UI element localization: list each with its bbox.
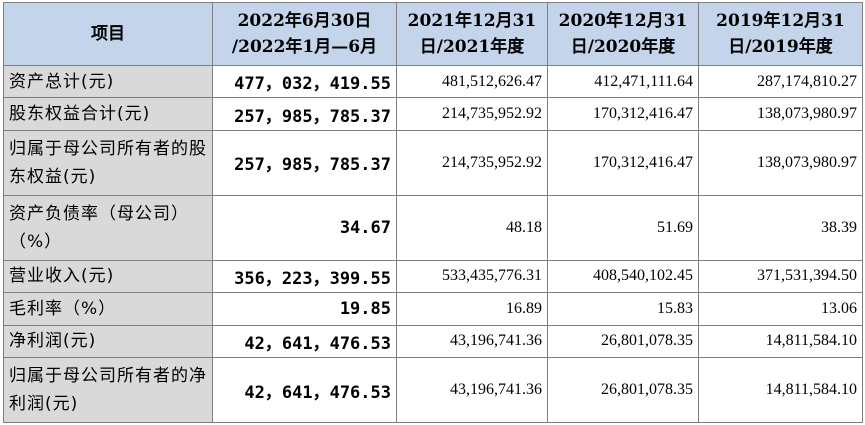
value-2020: 26,801,078.35 (547, 324, 699, 359)
header-2019-line1: 2019年12月31 (716, 11, 845, 31)
value-2022h1: 42，641，476.53 (212, 357, 397, 423)
row-label: 资产负债率（母公司）（%） (3, 194, 213, 261)
value-2020: 412,471,111.64 (547, 64, 699, 99)
value-2019: 13.06 (698, 292, 863, 326)
table-row: 归属于母公司所有者的净利润(元) 42，641，476.53 43,196,74… (3, 357, 863, 423)
value-2021: 214,735,952.92 (396, 129, 548, 196)
value-2021: 214,735,952.92 (396, 97, 548, 131)
value-2020: 170,312,416.47 (547, 97, 699, 131)
header-2022h1: 2022年6月30日 /2022年1月—6月 (212, 2, 397, 66)
value-2021: 16.89 (396, 292, 548, 326)
value-2021: 533,435,776.31 (396, 259, 548, 294)
value-2019: 287,174,810.27 (698, 64, 863, 99)
value-2020: 26,801,078.35 (547, 357, 699, 423)
header-2019-line2: 日/2019年度 (728, 37, 833, 57)
table-row: 毛利率（%） 19.85 16.89 15.83 13.06 (3, 292, 863, 326)
header-2021: 2021年12月31 日/2021年度 (396, 2, 548, 66)
row-label: 股东权益合计(元) (3, 97, 213, 131)
header-2021-line2: 日/2021年度 (419, 37, 525, 57)
value-2022h1: 477，032，419.55 (212, 64, 397, 99)
value-2022h1: 257，985，785.37 (212, 129, 397, 196)
table-row: 净利润(元) 42，641，476.53 43,196,741.36 26,80… (3, 324, 863, 359)
value-2022h1: 34.67 (212, 194, 397, 261)
header-2020: 2020年12月31 日/2020年度 (547, 2, 699, 66)
value-2022h1: 356，223，399.55 (212, 259, 397, 294)
value-2019: 14,811,584.10 (698, 357, 863, 423)
header-2019: 2019年12月31 日/2019年度 (698, 2, 863, 66)
row-label: 归属于母公司所有者的股东权益(元) (3, 129, 213, 196)
header-item-text: 项目 (91, 24, 125, 44)
header-2020-line2: 日/2020年度 (570, 37, 676, 57)
value-2019: 371,531,394.50 (698, 259, 863, 294)
row-label: 营业收入(元) (3, 259, 213, 294)
row-label: 毛利率（%） (3, 292, 213, 326)
header-2022h1-line2: /2022年1月—6月 (231, 37, 378, 57)
value-2022h1: 19.85 (212, 292, 397, 326)
row-label: 资产总计(元) (3, 64, 213, 99)
header-2022h1-line1: 2022年6月30日 (237, 11, 372, 31)
value-2021: 481,512,626.47 (396, 64, 548, 99)
value-2021: 43,196,741.36 (396, 324, 548, 359)
value-2020: 15.83 (547, 292, 699, 326)
header-row: 项目 2022年6月30日 /2022年1月—6月 2021年12月31 日/2… (3, 2, 863, 66)
value-2019: 138,073,980.97 (698, 97, 863, 131)
value-2020: 51.69 (547, 194, 699, 261)
table-row: 股东权益合计(元) 257，985，785.37 214,735,952.92 … (3, 97, 863, 131)
value-2019: 14,811,584.10 (698, 324, 863, 359)
table-row: 营业收入(元) 356，223，399.55 533,435,776.31 40… (3, 259, 863, 294)
header-item: 项目 (3, 2, 213, 66)
row-label: 归属于母公司所有者的净利润(元) (3, 357, 213, 423)
value-2020: 408,540,102.45 (547, 259, 699, 294)
table-row: 归属于母公司所有者的股东权益(元) 257，985，785.37 214,735… (3, 129, 863, 196)
value-2021: 48.18 (396, 194, 548, 261)
row-label: 净利润(元) (3, 324, 213, 359)
value-2019: 138,073,980.97 (698, 129, 863, 196)
financial-summary-table: 项目 2022年6月30日 /2022年1月—6月 2021年12月31 日/2… (3, 2, 863, 423)
header-2021-line1: 2021年12月31 (407, 11, 537, 31)
table-row: 资产负债率（母公司）（%） 34.67 48.18 51.69 38.39 (3, 194, 863, 261)
value-2019: 38.39 (698, 194, 863, 261)
value-2020: 170,312,416.47 (547, 129, 699, 196)
value-2022h1: 257，985，785.37 (212, 97, 397, 131)
value-2021: 43,196,741.36 (396, 357, 548, 423)
value-2022h1: 42，641，476.53 (212, 324, 397, 359)
header-2020-line1: 2020年12月31 (558, 11, 688, 31)
table-row: 资产总计(元) 477，032，419.55 481,512,626.47 41… (3, 64, 863, 99)
